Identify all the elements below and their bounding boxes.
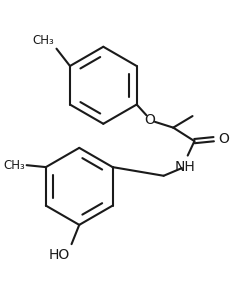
- Text: NH: NH: [174, 160, 195, 174]
- Text: CH₃: CH₃: [3, 159, 25, 172]
- Text: O: O: [145, 113, 156, 127]
- Text: O: O: [219, 132, 229, 146]
- Text: HO: HO: [48, 248, 70, 262]
- Text: CH₃: CH₃: [33, 34, 55, 47]
